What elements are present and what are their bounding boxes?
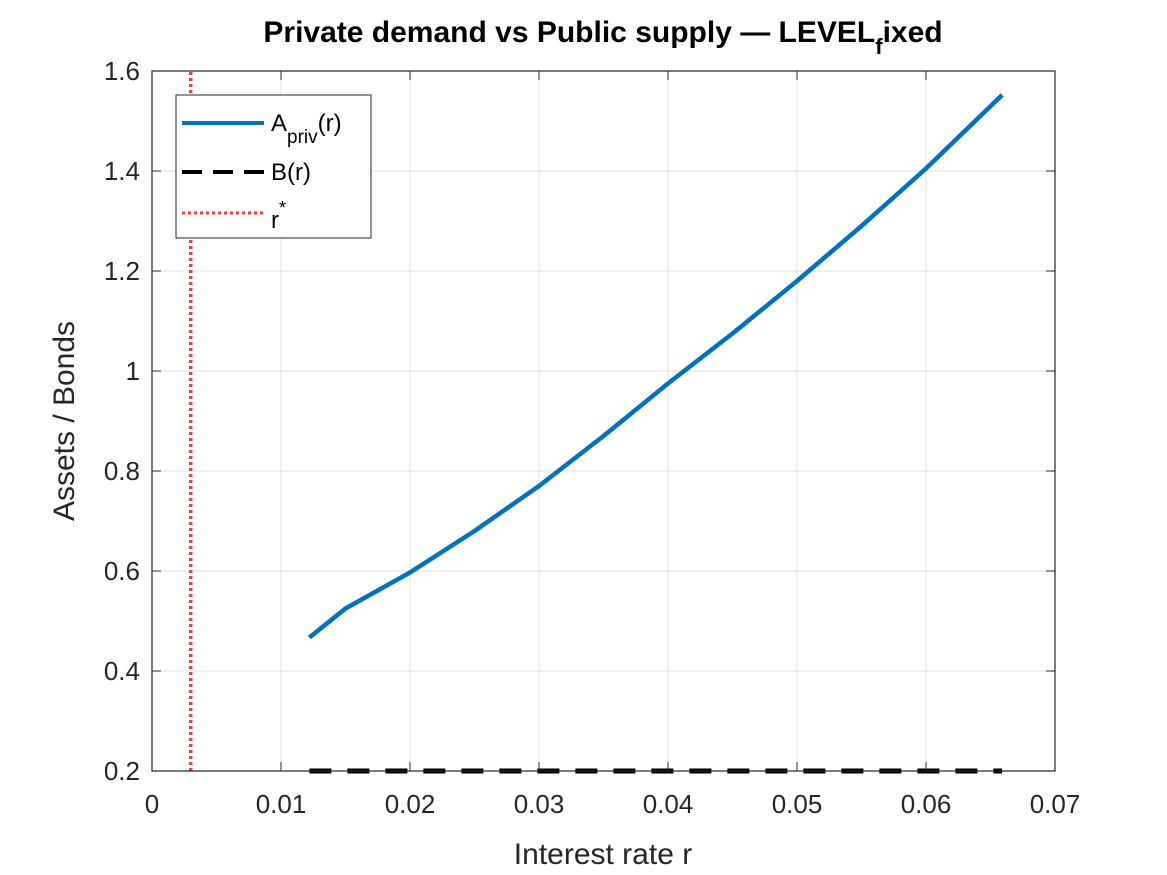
chart-title: Private demand vs Public supply — LEVELf… (263, 16, 942, 59)
legend-label-apriv-base: A (271, 110, 287, 137)
y-axis-label: Assets / Bonds (48, 321, 81, 521)
legend-label-apriv-suffix: (r) (318, 110, 342, 137)
x-tick-label: 0.05 (772, 789, 823, 819)
x-tick-label: 0.04 (643, 789, 694, 819)
legend-label-apriv-sub: priv (287, 127, 318, 148)
axis-ticks: 0 0.01 0.02 0.03 0.04 0.05 0.06 0.07 0.2 0.4 0.6 0.… (104, 56, 1080, 819)
y-tick-label: 1 (126, 356, 140, 386)
x-tick-label: 0.06 (901, 789, 952, 819)
legend-label-b: B(r) (271, 159, 311, 186)
x-axis-label: Interest rate r (514, 838, 692, 871)
legend-label-apriv: Apriv(r) (271, 110, 342, 148)
series-line-apriv (307, 93, 1004, 640)
legend-label-rstar-sup: * (279, 198, 286, 218)
chart-title-main: Private demand vs Public supply — LEVEL (263, 16, 875, 49)
y-tick-label: 1.2 (104, 256, 140, 286)
y-tick-label: 1.6 (104, 56, 140, 86)
chart-title-subscript: f (875, 34, 883, 59)
y-tick-label: 0.2 (104, 756, 140, 786)
y-tick-label: 0.8 (104, 456, 140, 486)
x-tick-label: 0.07 (1030, 789, 1081, 819)
y-tick-label: 1.4 (104, 156, 140, 186)
x-tick-label: 0.01 (256, 789, 307, 819)
legend[interactable]: Apriv(r) B(r) r* (175, 94, 372, 239)
axes-box (151, 70, 1056, 772)
x-tick-label: 0.03 (514, 789, 565, 819)
x-tick-label: 0 (145, 789, 159, 819)
y-tick-label: 0.6 (104, 556, 140, 586)
x-tick-label: 0.02 (385, 789, 436, 819)
y-tick-label: 0.4 (104, 656, 140, 686)
legend-label-rstar-base: r (271, 207, 279, 234)
chart-title-suffix: ixed (883, 16, 943, 49)
legend-label-rstar: r* (271, 198, 286, 234)
